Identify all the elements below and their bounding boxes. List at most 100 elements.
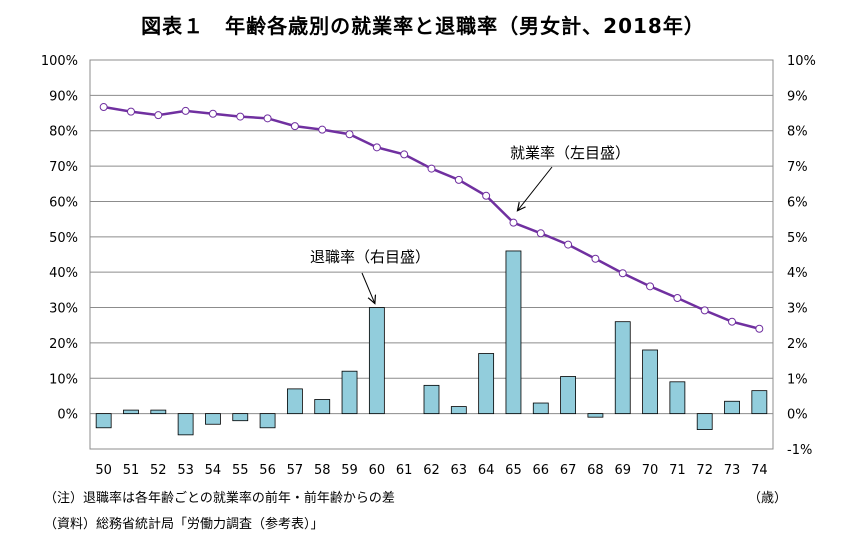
bar-retirement-rate — [614, 321, 631, 415]
x-axis-tick-label: 74 — [751, 463, 768, 478]
x-axis-tick-label: 62 — [423, 463, 440, 478]
line-point-employment-rate — [728, 317, 737, 326]
bar-retirement-rate — [505, 250, 522, 415]
bar-retirement-rate — [642, 349, 658, 415]
line-point-employment-rate — [646, 282, 655, 291]
x-axis-tick-label: 67 — [560, 463, 577, 478]
line-point-employment-rate — [536, 229, 545, 238]
annotation-arrow — [517, 166, 553, 211]
line-point-employment-rate — [427, 164, 436, 173]
left-axis-tick-label: 60% — [49, 195, 78, 210]
right-axis-tick-label: 6% — [787, 195, 808, 210]
bar-retirement-rate — [669, 381, 686, 415]
bar-retirement-rate — [423, 384, 440, 415]
line-point-employment-rate — [236, 112, 245, 121]
left-axis-tick-label: 0% — [57, 408, 78, 423]
line-point-employment-rate — [345, 130, 354, 139]
line-point-employment-rate — [318, 125, 327, 134]
left-axis-tick-label: 20% — [49, 337, 78, 352]
left-axis-tick-label: 80% — [49, 125, 78, 140]
line-point-employment-rate — [755, 324, 764, 333]
bar-retirement-rate — [259, 413, 276, 429]
line-point-employment-rate — [126, 107, 135, 116]
bar-retirement-rate — [286, 388, 303, 415]
line-point-employment-rate — [400, 150, 409, 159]
x-axis-tick-label: 73 — [724, 463, 741, 478]
bar-retirement-rate — [123, 409, 139, 415]
line-point-employment-rate — [482, 191, 491, 200]
x-axis-tick-label: 61 — [396, 463, 413, 478]
x-axis-tick-label: 58 — [314, 463, 331, 478]
x-axis-tick-label: 71 — [669, 463, 686, 478]
line-point-employment-rate — [181, 106, 190, 115]
x-axis-tick-label: 64 — [478, 463, 495, 478]
source-note: （資料）総務省統計局「労働力調査（参考表）」 — [44, 517, 324, 532]
left-axis-tick-label: 70% — [49, 160, 78, 175]
right-axis-tick-label: 5% — [787, 231, 808, 246]
line-point-employment-rate — [618, 269, 627, 278]
line-point-employment-rate — [154, 111, 163, 120]
x-axis-tick-label: 72 — [696, 463, 713, 478]
x-axis-tick-label: 57 — [287, 463, 304, 478]
bar-retirement-rate — [177, 413, 194, 436]
line-point-employment-rate — [564, 240, 573, 249]
left-axis-tick-label: 100% — [41, 54, 78, 69]
right-axis-tick-label: 0% — [787, 408, 808, 423]
x-axis-tick-label: 59 — [341, 463, 358, 478]
right-axis-tick-label: 7% — [787, 160, 808, 175]
x-axis-tick-label: 69 — [614, 463, 631, 478]
x-axis-tick-label: 56 — [259, 463, 276, 478]
right-axis-tick-label: 2% — [787, 337, 808, 352]
x-axis-tick-label: 52 — [150, 463, 167, 478]
footnote: （注）退職率は各年齢ごとの就業率の前年・前年齢からの差 — [44, 491, 395, 506]
left-axis-tick-label: 30% — [49, 302, 78, 317]
x-axis-tick-label: 63 — [451, 463, 468, 478]
annotation-employment-rate: 就業率（左目盛） — [510, 144, 630, 162]
x-axis-tick-label: 51 — [123, 463, 140, 478]
line-point-employment-rate — [673, 293, 682, 302]
bar-retirement-rate — [368, 307, 385, 415]
line-point-employment-rate — [99, 103, 108, 112]
bar-retirement-rate — [205, 413, 221, 425]
right-axis-tick-label: 10% — [787, 54, 816, 69]
left-axis-tick-label: 90% — [49, 89, 78, 104]
bar-retirement-rate — [587, 413, 604, 418]
annotation-retirement-rate: 退職率（右目盛） — [310, 248, 430, 266]
x-axis-tick-label: 66 — [533, 463, 550, 478]
bar-retirement-rate — [95, 413, 112, 429]
line-point-employment-rate — [290, 122, 299, 131]
line-point-employment-rate — [208, 109, 217, 118]
left-axis-tick-label: 10% — [49, 372, 78, 387]
line-employment-rate — [103, 105, 760, 330]
bar-retirement-rate — [478, 353, 495, 415]
right-axis-tick-label: 8% — [787, 125, 808, 140]
x-axis-tick-label: 70 — [642, 463, 659, 478]
right-axis-tick-label: 9% — [787, 89, 808, 104]
annotation-arrow — [361, 272, 375, 304]
x-axis-tick-label: 60 — [369, 463, 386, 478]
right-axis-tick-label: -1% — [787, 443, 812, 458]
x-axis-tick-label: 50 — [95, 463, 112, 478]
line-point-employment-rate — [700, 306, 709, 315]
line-point-employment-rate — [263, 114, 272, 123]
x-axis-tick-label: 65 — [505, 463, 522, 478]
bar-retirement-rate — [560, 376, 576, 415]
line-point-employment-rate — [591, 254, 600, 263]
bar-retirement-rate — [150, 409, 167, 415]
x-axis-tick-label: 53 — [177, 463, 194, 478]
bar-retirement-rate — [341, 370, 358, 415]
line-point-employment-rate — [454, 175, 463, 184]
x-axis-tick-label: 55 — [232, 463, 249, 478]
x-axis-tick-label: 54 — [205, 463, 222, 478]
line-point-employment-rate — [372, 143, 381, 152]
bar-retirement-rate — [751, 390, 768, 415]
plot-area-border — [89, 59, 774, 450]
bar-retirement-rate — [232, 413, 249, 422]
bar-retirement-rate — [450, 406, 467, 415]
bar-retirement-rate — [532, 402, 549, 415]
chart-title: 図表１ 年齢各歳別の就業率と退職率（男女計、2018年） — [141, 14, 705, 38]
x-axis-unit: （歳） — [748, 491, 788, 506]
bar-retirement-rate — [696, 413, 713, 430]
bar-retirement-rate — [314, 399, 331, 415]
line-point-employment-rate — [509, 218, 518, 227]
